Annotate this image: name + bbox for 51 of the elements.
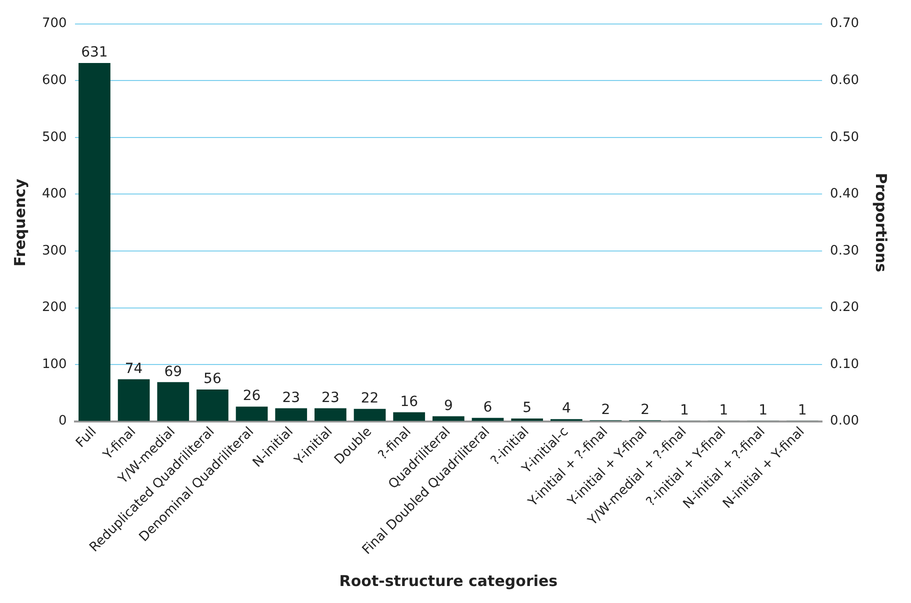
y-tick-label: 300 (42, 243, 67, 258)
y2-tick-label: 0.60 (830, 72, 860, 88)
data-label: 9 (444, 398, 453, 414)
y2-tick-label: 0.50 (830, 130, 860, 145)
data-label: 16 (400, 394, 418, 410)
y-tick-label: 0 (58, 414, 67, 429)
y2-tick-label: 0.00 (830, 414, 860, 429)
x-tick-label: Full (73, 424, 100, 451)
data-label: 23 (322, 390, 340, 406)
bar (78, 62, 110, 421)
data-label: 2 (601, 402, 610, 418)
y2-tick-label: 0.70 (830, 16, 860, 32)
data-label: 1 (798, 402, 807, 418)
bar (511, 418, 544, 421)
y-tick-label: 100 (42, 356, 67, 372)
data-label: 26 (242, 388, 261, 404)
y2-tick-label: 0.20 (830, 300, 860, 316)
data-label: 2 (640, 402, 650, 418)
data-label: 56 (204, 371, 222, 388)
bar (314, 408, 346, 421)
y2-tick-label: 0.40 (830, 186, 860, 202)
y-tick-label: 200 (42, 300, 67, 316)
data-label: 1 (758, 402, 768, 418)
x-axis-title: Root-structure categories (339, 572, 558, 590)
data-label: 69 (164, 364, 182, 380)
bar (236, 406, 268, 421)
data-label: 23 (282, 390, 300, 406)
bar (196, 390, 228, 421)
data-label: 5 (522, 400, 532, 416)
y-tick-label: 400 (42, 186, 67, 202)
data-label: 4 (562, 400, 571, 417)
y-axis-title: Frequency (10, 178, 29, 266)
y2-tick-label: 0.10 (830, 356, 860, 372)
y2-tick-label: 0.30 (830, 243, 860, 258)
data-label: 631 (81, 44, 108, 61)
bar (432, 416, 464, 421)
bar (354, 408, 386, 421)
bar (157, 382, 190, 421)
y-tick-label: 700 (42, 16, 67, 32)
bar (275, 408, 308, 421)
data-label: 74 (124, 360, 143, 377)
data-label: 1 (719, 402, 728, 418)
data-label: 22 (360, 390, 379, 406)
data-label: 6 (483, 400, 492, 416)
bar (393, 412, 426, 421)
data-label: 1 (680, 402, 689, 418)
bar (118, 379, 150, 421)
y-tick-label: 600 (42, 72, 67, 88)
y-tick-label: 500 (42, 130, 67, 145)
bar (472, 418, 504, 421)
y2-axis-title: Proportions (872, 172, 890, 272)
